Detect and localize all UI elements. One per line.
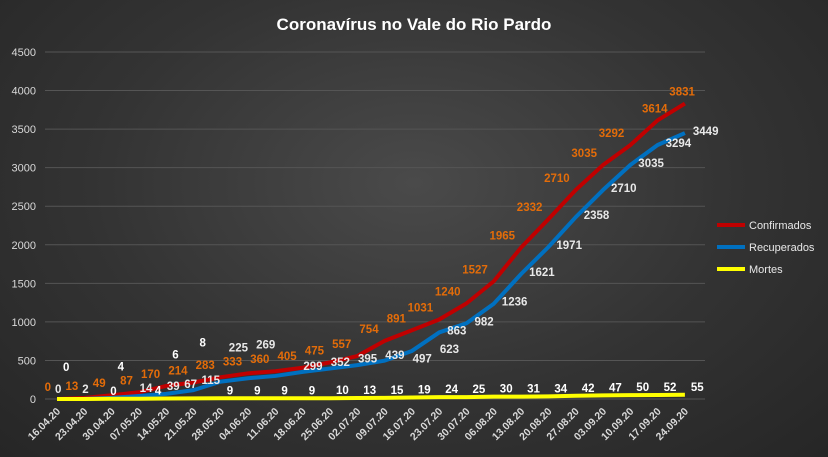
data-label: 14 xyxy=(140,383,153,395)
data-label: 8 xyxy=(200,337,207,349)
data-label: 30 xyxy=(500,384,513,396)
data-label: 863 xyxy=(447,325,466,337)
data-label: 557 xyxy=(332,339,351,351)
data-label: 497 xyxy=(413,354,432,366)
series-line-confirmados xyxy=(56,101,686,401)
data-label: 3831 xyxy=(669,87,695,99)
legend-label: Recuperados xyxy=(749,242,815,254)
data-label: 31 xyxy=(527,384,540,396)
data-label: 2710 xyxy=(544,173,570,185)
data-label: 55 xyxy=(691,382,704,394)
data-label: 19 xyxy=(418,385,431,397)
data-label: 9 xyxy=(254,385,260,397)
data-label: 42 xyxy=(582,383,595,395)
data-label: 1965 xyxy=(490,230,516,242)
legend-label: Mortes xyxy=(749,264,783,276)
chart-title: Coronavírus no Vale do Rio Pardo xyxy=(277,15,552,34)
data-label: 1527 xyxy=(462,264,488,276)
data-label: 1971 xyxy=(556,240,582,252)
data-label: 13 xyxy=(363,385,376,397)
data-label: 2710 xyxy=(611,183,637,195)
data-label: 982 xyxy=(475,316,494,328)
data-label: 15 xyxy=(391,385,404,397)
y-tick-label: 2500 xyxy=(12,201,36,213)
data-label: 2 xyxy=(82,384,88,396)
data-label: 360 xyxy=(250,354,269,366)
data-label: 283 xyxy=(196,360,215,372)
legend-label: Confirmados xyxy=(749,220,812,232)
data-label: 47 xyxy=(609,382,622,394)
data-label: 4 xyxy=(155,386,162,398)
data-label: 10 xyxy=(336,385,349,397)
data-label: 0 xyxy=(45,382,51,394)
data-label: 214 xyxy=(168,365,188,377)
y-tick-label: 4000 xyxy=(12,86,36,98)
y-tick-label: 3000 xyxy=(12,163,36,175)
data-label: 225 xyxy=(229,343,249,355)
data-label: 352 xyxy=(331,357,350,369)
data-label: 50 xyxy=(636,382,649,394)
data-label: 34 xyxy=(554,383,567,395)
y-tick-label: 2000 xyxy=(12,240,36,252)
data-label: 3614 xyxy=(642,103,668,115)
series-line-recuperados xyxy=(56,131,686,401)
data-label: 3449 xyxy=(693,126,719,138)
data-label: 475 xyxy=(305,345,325,357)
y-tick-label: 1500 xyxy=(12,278,36,290)
data-label: 299 xyxy=(303,361,322,373)
y-tick-label: 500 xyxy=(18,355,36,367)
data-label: 439 xyxy=(385,350,404,362)
series-line-mortes xyxy=(57,392,685,401)
data-label: 9 xyxy=(281,385,287,397)
data-label: 891 xyxy=(387,313,407,325)
data-label: 9 xyxy=(309,385,315,397)
data-label: 1621 xyxy=(529,267,555,279)
data-label: 170 xyxy=(141,369,160,381)
data-label: 6 xyxy=(172,350,178,362)
data-label: 3292 xyxy=(599,128,625,140)
data-label: 115 xyxy=(202,375,221,387)
data-label: 754 xyxy=(359,324,379,336)
y-tick-label: 0 xyxy=(30,394,36,406)
y-tick-label: 3500 xyxy=(12,124,36,136)
data-label: 4 xyxy=(118,362,125,374)
data-label: 1236 xyxy=(502,297,528,309)
data-label: 3035 xyxy=(638,158,664,170)
data-label: 25 xyxy=(473,384,486,396)
data-label: 52 xyxy=(664,382,677,394)
data-label: 333 xyxy=(223,356,242,368)
data-label: 623 xyxy=(440,344,459,356)
data-label: 0 xyxy=(55,384,61,396)
data-label: 39 xyxy=(167,381,180,393)
data-label: 395 xyxy=(358,354,378,366)
data-label: 0 xyxy=(63,362,69,374)
data-label: 67 xyxy=(184,379,197,391)
data-label: 0 xyxy=(110,386,116,398)
data-label: 2332 xyxy=(517,202,543,214)
data-label: 269 xyxy=(256,339,275,351)
y-tick-label: 4500 xyxy=(12,47,36,59)
data-label: 3294 xyxy=(666,138,692,150)
data-label: 24 xyxy=(445,384,458,396)
data-label: 9 xyxy=(227,385,233,397)
y-tick-label: 1000 xyxy=(12,317,36,329)
data-label: 405 xyxy=(278,351,298,363)
data-label: 2358 xyxy=(584,210,610,222)
data-label: 49 xyxy=(93,378,106,390)
data-label: 13 xyxy=(66,381,79,393)
data-label: 1240 xyxy=(435,286,461,298)
data-label: 87 xyxy=(120,375,133,387)
data-label: 1031 xyxy=(408,302,434,314)
data-label: 3035 xyxy=(571,148,597,160)
